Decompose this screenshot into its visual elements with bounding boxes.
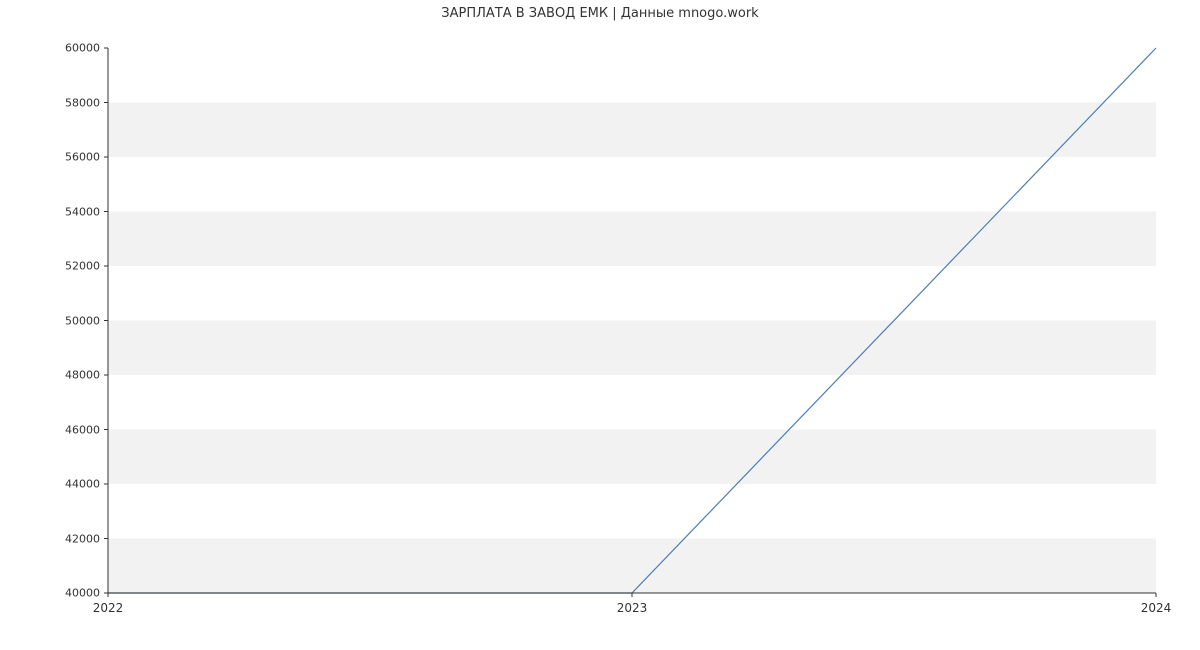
y-tick-label: 40000 [65,587,100,600]
y-tick-label: 42000 [65,532,100,545]
y-tick-label: 52000 [65,260,100,273]
y-tick-label: 56000 [65,151,100,164]
x-tick-label: 2022 [93,601,124,615]
y-tick-label: 60000 [65,42,100,55]
y-tick-label: 54000 [65,205,100,218]
y-tick-label: 44000 [65,478,100,491]
y-tick-label: 50000 [65,314,100,327]
x-tick-label: 2024 [1141,601,1172,615]
y-tick-label: 46000 [65,423,100,436]
y-tick-label: 48000 [65,369,100,382]
chart-title: ЗАРПЛАТА В ЗАВОД ЕМК | Данные mnogo.work [0,6,1200,21]
salary-line-chart: ЗАРПЛАТА В ЗАВОД ЕМК | Данные mnogo.work… [0,0,1200,650]
x-tick-label: 2023 [617,601,648,615]
plot-area [108,48,1156,593]
y-tick-label: 58000 [65,96,100,109]
